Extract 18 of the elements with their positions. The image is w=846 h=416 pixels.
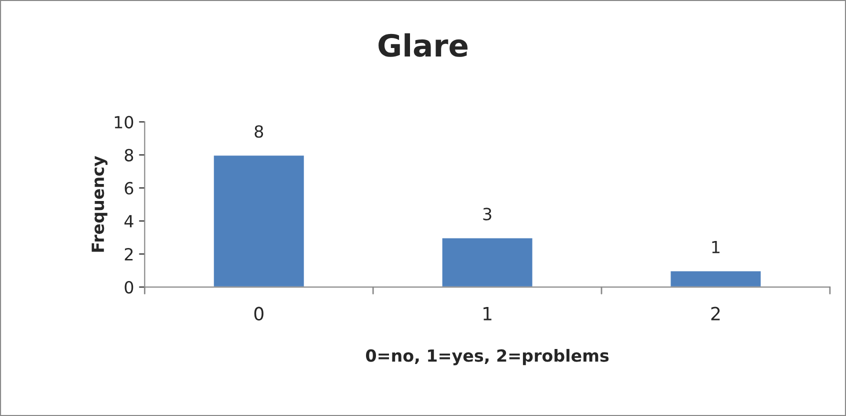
y-tick-label: 0 — [124, 281, 134, 294]
bar — [212, 154, 306, 288]
y-tick-label: 6 — [124, 182, 134, 195]
x-tick-label: 1 — [484, 307, 492, 320]
y-tick-label: 10 — [114, 116, 134, 128]
data-label: 8 — [254, 125, 264, 138]
y-axis-title: Frequency — [92, 156, 108, 252]
y-tick-label: 4 — [124, 215, 134, 228]
chart-title: Glare — [378, 33, 468, 57]
data-label: 1 — [712, 241, 720, 254]
y-tick-label: 8 — [124, 148, 134, 162]
x-tick-label: 2 — [711, 306, 720, 320]
y-tick-label: 2 — [124, 248, 133, 260]
bar — [669, 270, 762, 288]
x-tick-label: 0 — [254, 306, 264, 320]
bar — [440, 236, 534, 288]
x-axis-title: 0=no, 1=yes, 2=problems — [366, 348, 609, 366]
data-label: 3 — [483, 208, 492, 220]
